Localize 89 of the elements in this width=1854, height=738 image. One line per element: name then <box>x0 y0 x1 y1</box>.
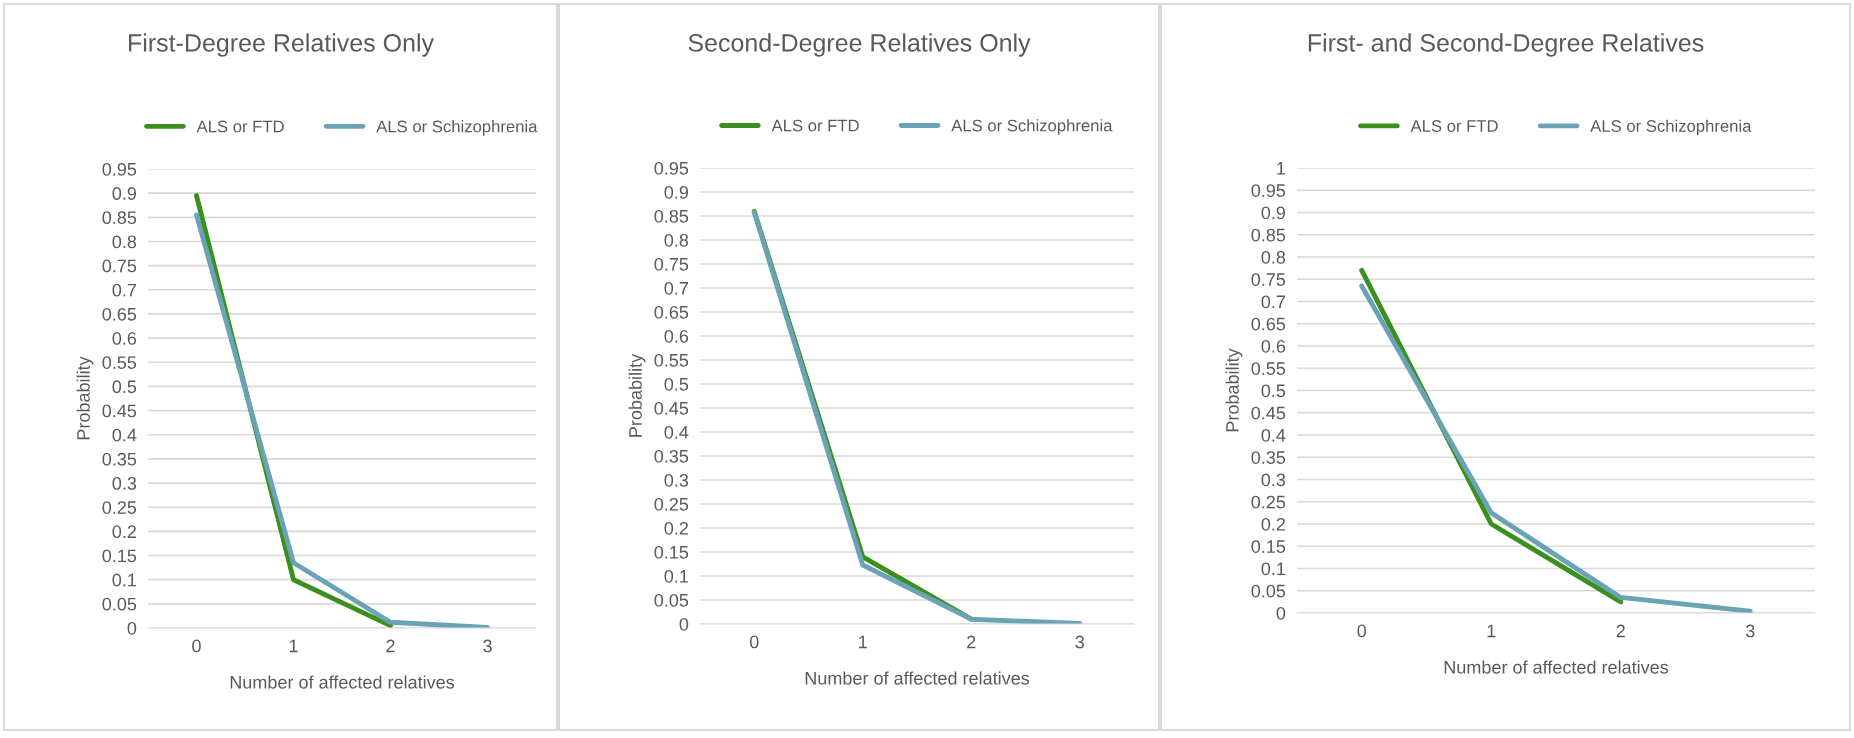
y-tick-label: 0.4 <box>664 425 689 439</box>
chart-title: Second-Degree Relatives Only <box>688 33 1031 57</box>
y-tick-label: 0.3 <box>1261 473 1286 487</box>
y-tick-label: 0.05 <box>1251 584 1286 598</box>
y-tick-label: 0.15 <box>1251 540 1286 553</box>
x-tick-label: 2 <box>1616 624 1625 638</box>
y-axis-title: Probability <box>76 356 94 440</box>
y-tick-label: 0.25 <box>102 501 137 514</box>
x-axis-title: Number of affected relatives <box>230 675 455 689</box>
y-tick-label: 0.5 <box>1261 384 1286 398</box>
y-tick-label: 0.2 <box>664 521 688 535</box>
y-tick-label: 0.45 <box>102 404 137 418</box>
y-tick-label: 0.9 <box>112 187 137 200</box>
x-tick-label: 1 <box>1487 624 1496 638</box>
y-tick-label: 0.8 <box>1261 250 1286 264</box>
y-tick-label: 0.35 <box>654 449 689 463</box>
y-tick-label: 0.9 <box>1261 206 1286 220</box>
x-tick-label: 3 <box>1745 624 1755 638</box>
y-tick-label: 0.2 <box>112 525 136 539</box>
y-tick-label: 0.7 <box>1261 295 1285 309</box>
y-tick-label: 0.95 <box>102 162 137 176</box>
y-tick-label: 0.35 <box>1251 451 1286 464</box>
legend-label: ALS or Schizophrenia <box>376 120 538 136</box>
x-tick-label: 0 <box>192 639 201 653</box>
y-tick-label: 0.85 <box>102 211 137 225</box>
y-tick-label: 0.8 <box>112 235 137 249</box>
y-tick-label: 0.4 <box>1261 428 1286 442</box>
y-tick-label: 0.15 <box>102 549 137 563</box>
y-tick-label: 0.55 <box>1251 362 1286 375</box>
y-tick-label: 0.75 <box>654 257 689 271</box>
y-tick-label: 0.5 <box>112 380 137 394</box>
y-tick-label: 0.1 <box>112 573 137 587</box>
y-tick-label: 0.2 <box>1261 517 1285 531</box>
y-tick-label: 0.65 <box>654 305 689 319</box>
y-tick-label: 0.85 <box>1251 228 1286 242</box>
y-tick-label: 0.7 <box>664 281 688 295</box>
x-tick-label: 1 <box>859 635 867 649</box>
y-tick-label: 0.45 <box>654 401 689 415</box>
y-tick-label: 0.9 <box>664 185 689 199</box>
x-tick-label: 0 <box>1357 624 1367 638</box>
x-tick-label: 1 <box>289 639 298 653</box>
y-tick-label: 0.25 <box>654 497 689 511</box>
y-axis-title: Probability <box>628 353 646 437</box>
x-axis-title: Number of affected relatives <box>1444 660 1669 674</box>
y-tick-label: 0.1 <box>664 569 689 583</box>
y-tick-label: 0.3 <box>112 476 137 490</box>
chart-title: First-Degree Relatives Only <box>129 33 434 57</box>
y-tick-label: 0.3 <box>664 473 689 487</box>
line-series <box>194 212 490 628</box>
x-tick-label: 3 <box>483 639 492 653</box>
y-tick-label: 0.55 <box>102 356 137 369</box>
y-tick-label: 0.5 <box>664 377 689 391</box>
y-tick-label: 0.35 <box>102 452 137 466</box>
y-tick-label: 0 <box>1276 606 1286 620</box>
y-tick-label: 0.05 <box>102 597 137 611</box>
y-tick-label: 0.6 <box>664 329 689 343</box>
x-tick-label: 0 <box>749 635 759 649</box>
legend-label: ALS or Schizophrenia <box>1590 119 1752 136</box>
legend-label: ALS or FTD <box>196 120 284 133</box>
y-tick-label: 0.95 <box>1251 184 1286 197</box>
x-tick-label: 2 <box>967 635 976 649</box>
y-tick-label: 0.65 <box>1251 317 1286 331</box>
x-tick-label: 3 <box>1075 635 1084 649</box>
line-series <box>1359 283 1753 613</box>
y-tick-label: 0.4 <box>112 428 137 442</box>
y-tick-label: 0.75 <box>102 259 137 273</box>
chart-title: First- and Second-Degree Relatives <box>1308 33 1704 57</box>
x-tick-label: 2 <box>386 639 395 653</box>
legend-label: ALS or Schizophrenia <box>951 119 1113 135</box>
x-axis-title: Number of affected relatives <box>805 671 1030 685</box>
y-tick-label: 0.1 <box>1261 562 1286 576</box>
y-tick-label: 0.6 <box>112 332 137 345</box>
y-tick-label: 0.25 <box>1251 495 1286 509</box>
y-axis-title: Probability <box>1225 348 1243 432</box>
y-tick-label: 0.15 <box>654 545 689 559</box>
y-tick-label: 0.85 <box>654 209 689 223</box>
y-tick-label: 0.55 <box>654 353 689 367</box>
legend-label: ALS or FTD <box>1410 120 1498 132</box>
y-tick-label: 0.65 <box>102 307 137 321</box>
y-tick-label: 0.75 <box>1251 273 1286 286</box>
y-tick-label: 0.6 <box>1261 339 1286 353</box>
line-series <box>751 209 1083 624</box>
y-tick-label: 1 <box>1277 162 1286 175</box>
y-tick-label: 0.05 <box>654 593 689 607</box>
y-tick-label: 0.45 <box>1251 406 1286 420</box>
legend-label: ALS or FTD <box>771 119 859 132</box>
y-tick-label: 0.95 <box>654 161 689 175</box>
y-tick-label: 0.8 <box>664 233 689 247</box>
y-tick-label: 0.7 <box>112 283 136 297</box>
